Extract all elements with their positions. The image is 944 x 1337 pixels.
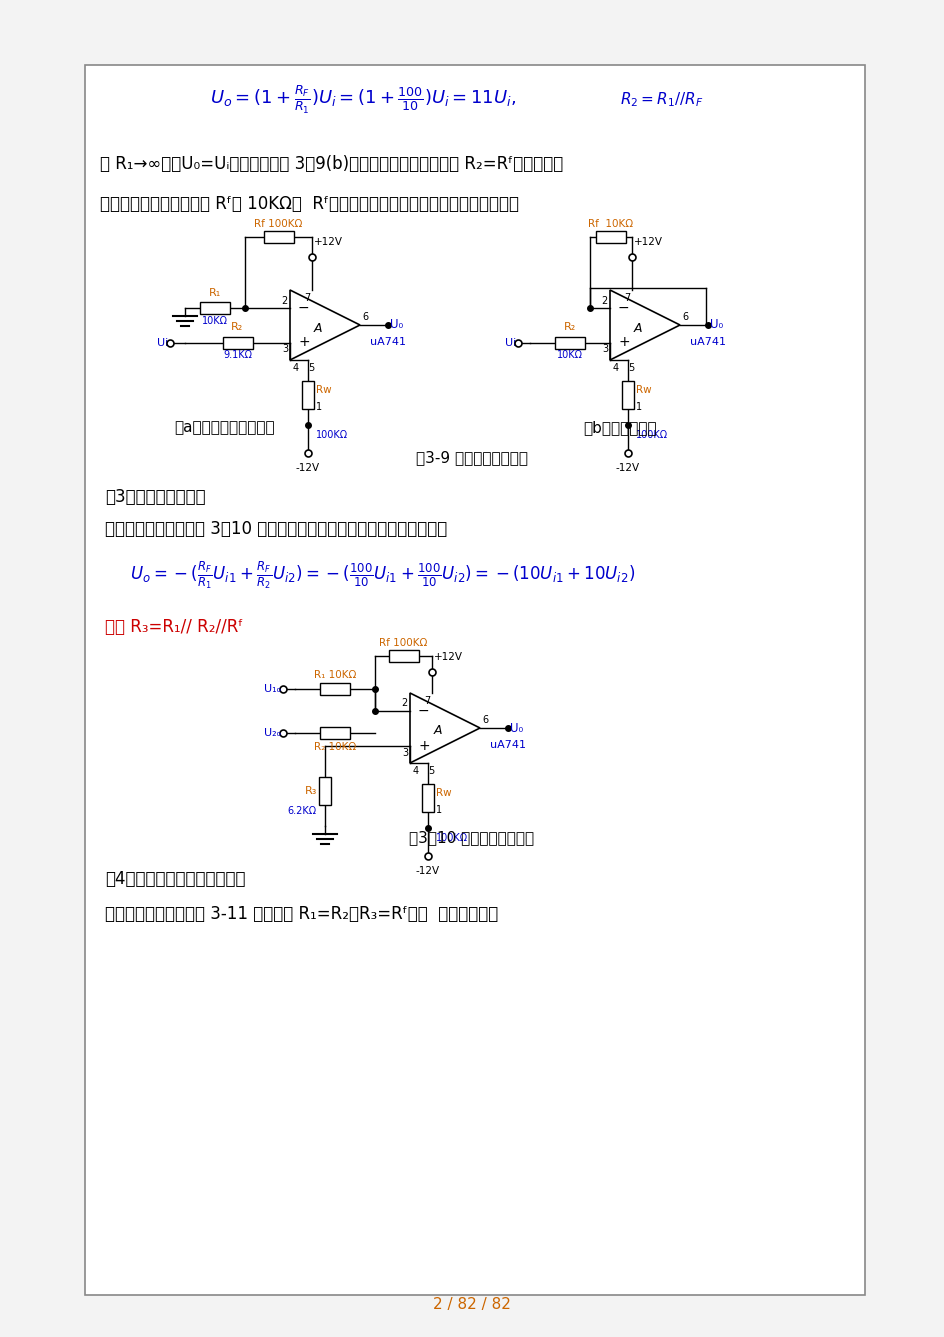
Text: 5: 5 xyxy=(428,766,434,775)
Text: Rw: Rw xyxy=(435,787,451,798)
Bar xyxy=(320,726,349,738)
Text: 5: 5 xyxy=(308,364,314,373)
Text: （a）同相比例运算电路: （a）同相比例运算电路 xyxy=(175,420,275,435)
Text: 7: 7 xyxy=(303,293,310,303)
Text: 3: 3 xyxy=(281,345,288,354)
Bar xyxy=(302,381,313,409)
Text: U₀: U₀ xyxy=(390,318,403,332)
Text: -12V: -12V xyxy=(295,463,320,473)
Text: -12V: -12V xyxy=(415,866,440,876)
Text: A: A xyxy=(433,725,442,738)
Text: 2: 2 xyxy=(281,295,288,305)
Text: 其中 R₃=R₁// R₂//Rᶠ: 其中 R₃=R₁// R₂//Rᶠ xyxy=(105,618,244,636)
Text: U₂ₒ: U₂ₒ xyxy=(263,727,280,738)
Text: 图3－10 反相加法运算电路: 图3－10 反相加法运算电路 xyxy=(409,830,534,845)
Text: $U_o = -(\frac{R_F}{R_1}U_{i1} + \frac{R_F}{R_2}U_{i2}) = -(\frac{100}{10}U_{i1}: $U_o = -(\frac{R_F}{R_1}U_{i1} + \frac{R… xyxy=(130,559,634,591)
Text: R₁: R₁ xyxy=(209,287,221,298)
Text: R₃: R₃ xyxy=(304,786,316,796)
Text: Ui: Ui xyxy=(504,337,515,348)
Text: R₁ 10KΩ: R₁ 10KΩ xyxy=(313,670,356,679)
Text: 3: 3 xyxy=(401,747,408,758)
Text: 差动放大电路原理如图 3-11 所示，当 R₁=R₂，R₃=Rᶠ时，  有如下关系式: 差动放大电路原理如图 3-11 所示，当 R₁=R₂，R₃=Rᶠ时， 有如下关系… xyxy=(105,905,497,923)
Text: 100KΩ: 100KΩ xyxy=(635,431,667,440)
Text: $U_o = (1 + \frac{R_F}{R_1})U_i = (1 + \frac{100}{10})U_i = 11U_i,$: $U_o = (1 + \frac{R_F}{R_1})U_i = (1 + \… xyxy=(210,84,516,116)
Text: 2 / 82 / 82: 2 / 82 / 82 xyxy=(432,1297,511,1313)
Text: Ui: Ui xyxy=(157,337,168,348)
Text: −: − xyxy=(617,301,629,314)
Bar xyxy=(319,777,330,805)
Text: 1: 1 xyxy=(315,402,322,412)
Text: +: + xyxy=(417,738,430,753)
Text: -12V: -12V xyxy=(615,463,639,473)
Text: +: + xyxy=(617,336,629,349)
Text: 6: 6 xyxy=(362,312,368,322)
Text: （b）电压跟随器: （b）电压跟随器 xyxy=(582,420,656,435)
Bar xyxy=(596,231,625,243)
Text: 10KΩ: 10KΩ xyxy=(202,316,228,325)
Bar xyxy=(263,231,294,243)
Text: U₀: U₀ xyxy=(510,722,523,734)
Text: 图3-9 同相比例运算电路: 图3-9 同相比例运算电路 xyxy=(415,451,528,465)
Text: 1: 1 xyxy=(635,402,641,412)
Text: 漂移和起保护作用。一般 Rᶠ取 10KΩ，  Rᶠ太小起不到保护作用，太大则影响跟随性。: 漂移和起保护作用。一般 Rᶠ取 10KΩ， Rᶠ太小起不到保护作用，太大则影响跟… xyxy=(100,195,518,213)
Text: 100KΩ: 100KΩ xyxy=(315,431,347,440)
Text: A: A xyxy=(633,321,642,334)
Text: （3）反相加法电路。: （3）反相加法电路。 xyxy=(105,488,206,505)
Text: 7: 7 xyxy=(423,697,430,706)
Bar xyxy=(554,337,584,349)
Text: 9.1KΩ: 9.1KΩ xyxy=(223,350,252,361)
Text: +: + xyxy=(297,336,310,349)
Bar xyxy=(388,650,418,662)
Text: U₁ₒ: U₁ₒ xyxy=(263,683,280,694)
Text: +12V: +12V xyxy=(433,652,463,662)
Bar xyxy=(422,783,433,812)
Text: Rf 100KΩ: Rf 100KΩ xyxy=(379,638,428,648)
Text: uA741: uA741 xyxy=(370,337,406,348)
Text: 4: 4 xyxy=(413,766,419,775)
Text: +12V: +12V xyxy=(313,237,343,247)
Text: 6: 6 xyxy=(481,715,488,725)
Text: Rf  10KΩ: Rf 10KΩ xyxy=(588,219,632,229)
Text: 4: 4 xyxy=(613,364,618,373)
Text: 反相加法电路原理如图 3－10 所示，输出电压与输入电压之间的关系为：: 反相加法电路原理如图 3－10 所示，输出电压与输入电压之间的关系为： xyxy=(105,520,447,537)
Bar xyxy=(85,66,864,1296)
Text: uA741: uA741 xyxy=(689,337,725,348)
Text: −: − xyxy=(297,301,310,314)
Text: 100KΩ: 100KΩ xyxy=(435,833,467,844)
Text: R₂: R₂ xyxy=(564,322,576,333)
Text: Rf 100KΩ: Rf 100KΩ xyxy=(254,219,302,229)
Bar xyxy=(320,682,349,694)
Text: 4: 4 xyxy=(293,364,299,373)
Text: Rw: Rw xyxy=(315,385,331,394)
Text: 7: 7 xyxy=(623,293,630,303)
Text: Rw: Rw xyxy=(635,385,651,394)
Bar xyxy=(200,302,229,313)
Text: R₂ 10KΩ: R₂ 10KΩ xyxy=(313,742,356,751)
Text: A: A xyxy=(313,321,322,334)
Text: 10KΩ: 10KΩ xyxy=(556,350,582,361)
Text: 6.2KΩ: 6.2KΩ xyxy=(288,805,316,816)
Text: 5: 5 xyxy=(628,364,633,373)
Text: 当 R₁→∞时，U₀=Uᵢ，即得到如图 3－9(b)所示的电压跟随器。图中 R₂=Rᶠ，用以减小: 当 R₁→∞时，U₀=Uᵢ，即得到如图 3－9(b)所示的电压跟随器。图中 R₂… xyxy=(100,155,563,172)
Text: uA741: uA741 xyxy=(490,739,526,750)
Text: −: − xyxy=(417,703,430,718)
Text: 6: 6 xyxy=(682,312,687,322)
Bar xyxy=(222,337,252,349)
Text: 1: 1 xyxy=(435,805,442,816)
Text: $R_2=R_1//R_F$: $R_2=R_1//R_F$ xyxy=(619,91,702,110)
Text: U₀: U₀ xyxy=(709,318,722,332)
Text: 2: 2 xyxy=(401,698,408,709)
Bar xyxy=(621,381,633,409)
Text: 2: 2 xyxy=(601,295,607,305)
Text: +12V: +12V xyxy=(633,237,663,247)
Text: 3: 3 xyxy=(601,345,607,354)
Text: （4）差动放大电路（减法器）: （4）差动放大电路（减法器） xyxy=(105,870,245,888)
Text: R₂: R₂ xyxy=(231,322,244,333)
